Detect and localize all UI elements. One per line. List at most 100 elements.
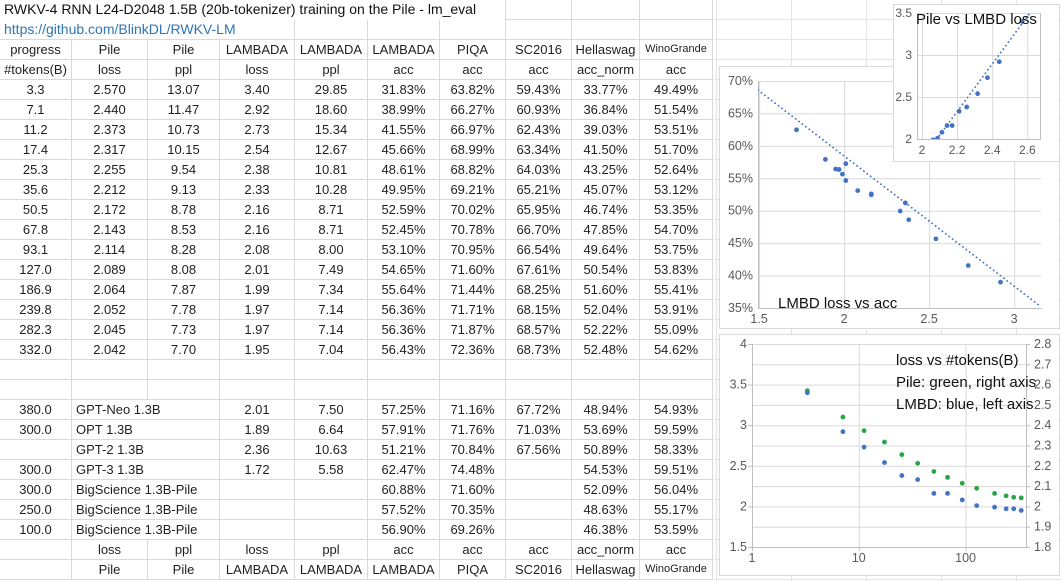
table-cell[interactable] bbox=[295, 520, 368, 540]
table-cell[interactable]: 48.61% bbox=[368, 160, 440, 180]
table-cell[interactable]: 2.54 bbox=[220, 140, 295, 160]
table-cell[interactable] bbox=[640, 0, 713, 20]
table-cell[interactable]: 56.43% bbox=[368, 340, 440, 360]
table-cell[interactable]: 2.36 bbox=[220, 440, 295, 460]
table-cell[interactable]: 49.64% bbox=[572, 240, 640, 260]
table-cell[interactable]: Pile bbox=[148, 40, 220, 60]
table-cell[interactable]: 66.70% bbox=[506, 220, 572, 240]
table-cell[interactable]: 53.12% bbox=[640, 180, 713, 200]
table-cell[interactable] bbox=[295, 500, 368, 520]
table-cell[interactable]: 10.81 bbox=[295, 160, 368, 180]
table-cell[interactable]: 5.58 bbox=[295, 460, 368, 480]
table-cell[interactable]: WinoGrande bbox=[640, 40, 713, 60]
table-cell[interactable]: 8.28 bbox=[148, 240, 220, 260]
table-cell[interactable]: 11.2 bbox=[0, 120, 72, 140]
table-cell[interactable]: 66.27% bbox=[440, 100, 506, 120]
table-cell[interactable]: progress bbox=[0, 40, 72, 60]
table-cell[interactable]: 29.85 bbox=[295, 80, 368, 100]
table-cell[interactable]: 2.92 bbox=[220, 100, 295, 120]
table-cell[interactable]: ppl bbox=[295, 540, 368, 560]
table-cell[interactable]: 52.45% bbox=[368, 220, 440, 240]
table-cell[interactable]: 2.317 bbox=[72, 140, 148, 160]
table-cell[interactable]: 8.78 bbox=[148, 200, 220, 220]
table-cell[interactable]: 1.89 bbox=[220, 420, 295, 440]
table-cell[interactable]: ppl bbox=[148, 540, 220, 560]
table-cell[interactable]: 68.82% bbox=[440, 160, 506, 180]
table-cell[interactable]: 7.73 bbox=[148, 320, 220, 340]
table-cell[interactable]: 7.87 bbox=[148, 280, 220, 300]
table-cell[interactable] bbox=[440, 360, 506, 380]
table-cell[interactable]: 9.54 bbox=[148, 160, 220, 180]
table-cell[interactable]: 12.67 bbox=[295, 140, 368, 160]
table-cell[interactable]: 7.04 bbox=[295, 340, 368, 360]
table-cell[interactable]: 39.03% bbox=[572, 120, 640, 140]
table-cell[interactable]: 7.50 bbox=[295, 400, 368, 420]
table-cell[interactable]: 2.08 bbox=[220, 240, 295, 260]
table-cell[interactable]: 66.54% bbox=[506, 240, 572, 260]
table-cell[interactable] bbox=[440, 20, 506, 40]
table-cell[interactable]: LAMBADA bbox=[220, 560, 295, 580]
table-cell[interactable]: 2.143 bbox=[72, 220, 148, 240]
table-cell[interactable]: 72.36% bbox=[440, 340, 506, 360]
table-cell[interactable]: 332.0 bbox=[0, 340, 72, 360]
table-cell[interactable] bbox=[572, 360, 640, 380]
table-cell[interactable]: 41.55% bbox=[368, 120, 440, 140]
table-cell[interactable] bbox=[0, 360, 72, 380]
table-cell[interactable]: 7.14 bbox=[295, 320, 368, 340]
table-cell[interactable]: 66.97% bbox=[440, 120, 506, 140]
table-cell[interactable]: LAMBADA bbox=[295, 560, 368, 580]
table-cell[interactable]: 68.99% bbox=[440, 140, 506, 160]
table-cell[interactable]: 52.64% bbox=[640, 160, 713, 180]
table-cell[interactable]: 56.04% bbox=[640, 480, 713, 500]
table-cell[interactable]: 33.77% bbox=[572, 80, 640, 100]
table-cell[interactable]: WinoGrande bbox=[640, 560, 713, 580]
model-name-cell[interactable]: BigScience 1.3B-Pile bbox=[72, 520, 220, 540]
table-cell[interactable]: 2.16 bbox=[220, 220, 295, 240]
table-cell[interactable]: 65.95% bbox=[506, 200, 572, 220]
table-cell[interactable]: 8.08 bbox=[148, 260, 220, 280]
table-cell[interactable] bbox=[220, 480, 295, 500]
table-cell[interactable]: LAMBADA bbox=[368, 40, 440, 60]
table-cell[interactable]: 1.95 bbox=[220, 340, 295, 360]
table-cell[interactable]: 53.51% bbox=[640, 120, 713, 140]
table-cell[interactable]: acc bbox=[440, 60, 506, 80]
table-cell[interactable]: 54.70% bbox=[640, 220, 713, 240]
table-cell[interactable]: Hellaswag bbox=[572, 560, 640, 580]
table-cell[interactable]: 10.63 bbox=[295, 440, 368, 460]
table-cell[interactable]: 300.0 bbox=[0, 460, 72, 480]
table-cell[interactable] bbox=[506, 0, 572, 20]
table-cell[interactable]: 71.03% bbox=[506, 420, 572, 440]
table-cell[interactable]: 2.042 bbox=[72, 340, 148, 360]
table-cell[interactable] bbox=[295, 360, 368, 380]
table-cell[interactable]: LAMBADA bbox=[368, 560, 440, 580]
table-cell[interactable]: 300.0 bbox=[0, 480, 72, 500]
table-cell[interactable]: acc bbox=[440, 540, 506, 560]
table-cell[interactable]: 17.4 bbox=[0, 140, 72, 160]
table-cell[interactable]: Pile bbox=[72, 560, 148, 580]
table-cell[interactable]: 71.60% bbox=[440, 480, 506, 500]
table-cell[interactable]: 10.73 bbox=[148, 120, 220, 140]
table-cell[interactable]: 3.40 bbox=[220, 80, 295, 100]
table-cell[interactable]: acc_norm bbox=[572, 60, 640, 80]
table-cell[interactable]: 68.57% bbox=[506, 320, 572, 340]
table-cell[interactable]: 54.53% bbox=[572, 460, 640, 480]
table-cell[interactable]: 100.0 bbox=[0, 520, 72, 540]
table-cell[interactable]: 54.93% bbox=[640, 400, 713, 420]
table-cell[interactable]: 62.43% bbox=[506, 120, 572, 140]
table-cell[interactable] bbox=[572, 380, 640, 400]
table-cell[interactable] bbox=[440, 380, 506, 400]
table-cell[interactable]: 56.36% bbox=[368, 300, 440, 320]
table-cell[interactable]: 2.064 bbox=[72, 280, 148, 300]
table-cell[interactable] bbox=[0, 380, 72, 400]
table-cell[interactable]: 53.10% bbox=[368, 240, 440, 260]
table-cell[interactable]: 58.33% bbox=[640, 440, 713, 460]
table-cell[interactable]: 52.59% bbox=[368, 200, 440, 220]
table-cell[interactable]: 8.71 bbox=[295, 200, 368, 220]
table-cell[interactable] bbox=[295, 20, 368, 40]
table-cell[interactable]: 9.13 bbox=[148, 180, 220, 200]
table-cell[interactable]: 67.56% bbox=[506, 440, 572, 460]
table-cell[interactable]: #tokens(B) bbox=[0, 60, 72, 80]
table-cell[interactable]: 49.49% bbox=[640, 80, 713, 100]
table-cell[interactable]: 50.54% bbox=[572, 260, 640, 280]
table-cell[interactable]: 70.78% bbox=[440, 220, 506, 240]
